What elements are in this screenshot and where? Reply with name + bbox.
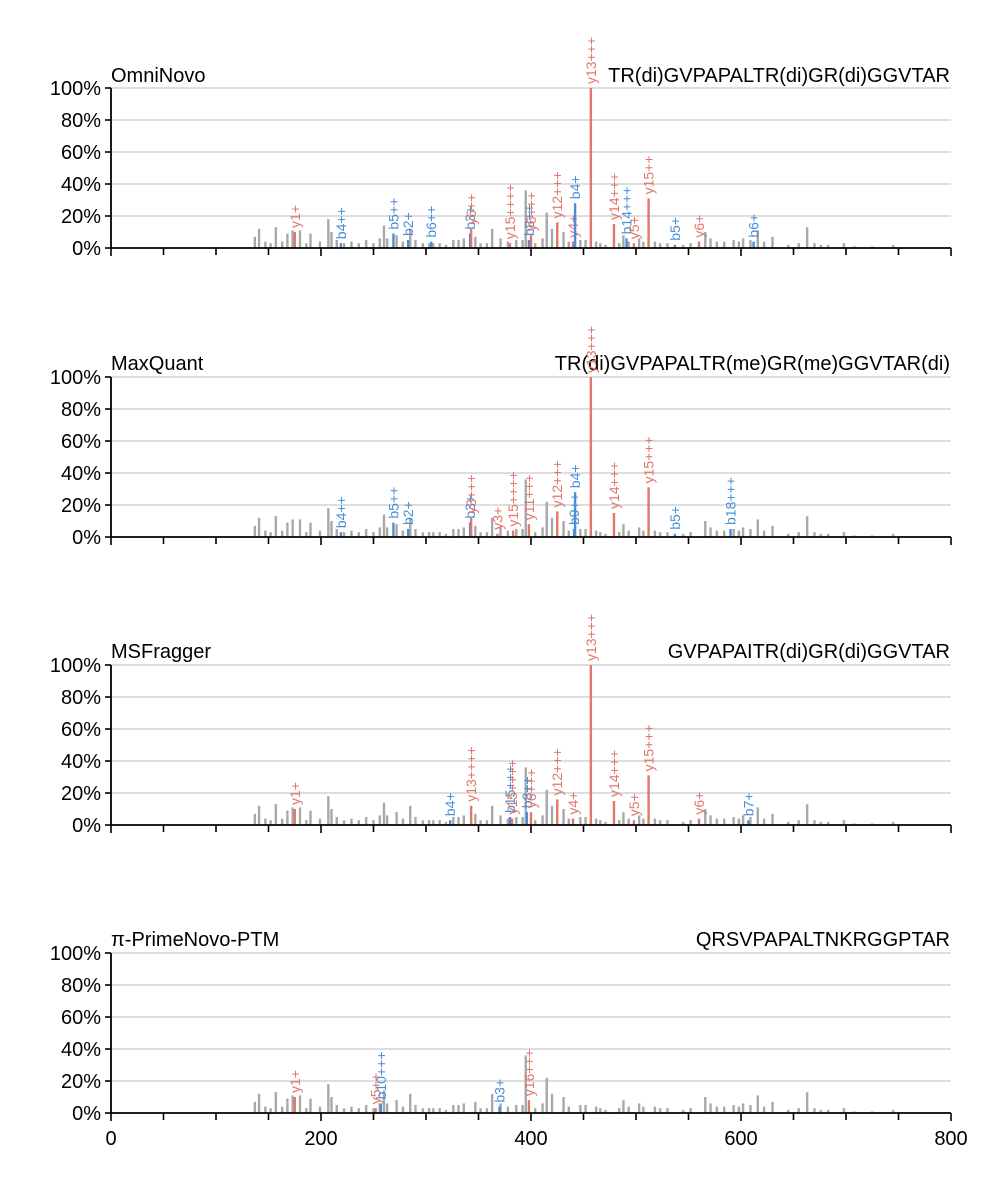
ion-label: b5+ — [667, 506, 683, 530]
panel-peptide-label: TR(di)GVPAPALTR(me)GR(me)GGVTAR(di) — [555, 353, 950, 375]
ion-label: b18+++ — [723, 477, 739, 525]
ion-label: b6+ — [746, 214, 762, 238]
y-tick-label: 60% — [61, 142, 101, 164]
ion-label: y11+++ — [521, 474, 537, 520]
ion-label: y15++++ — [502, 184, 518, 239]
ion-label: y13+++ — [583, 37, 599, 84]
ion-label: b8++ — [519, 776, 535, 808]
x-tick-label: 200 — [304, 1128, 337, 1150]
ion-label: y16+++ — [521, 1049, 537, 1096]
ion-label: b5++ — [385, 487, 401, 519]
ion-label: b4+ — [567, 464, 583, 488]
ion-label: b3+ — [492, 1079, 508, 1103]
ion-label: y5++ — [368, 1073, 384, 1104]
y-tick-label: 20% — [61, 495, 101, 517]
panel-peptide-label: TR(di)GVPAPALTR(di)GR(di)GGVTAR — [608, 65, 950, 87]
y-tick-label: 60% — [61, 431, 101, 453]
ion-label: y1+ — [287, 1070, 303, 1093]
y-tick-label: 20% — [61, 783, 101, 805]
panel-msfragger: MSFragger GVPAPAITR(di)GR(di)GGVTAR 0% 20… — [50, 614, 952, 837]
ion-label: y3+ — [489, 507, 505, 530]
ion-label: y15+++ — [641, 436, 657, 483]
panel-omninovo: OmniNovo TR(di)GVPAPALTR(di)GR(di)GGVTAR… — [50, 37, 952, 260]
ion-label: b6++ — [423, 206, 439, 238]
ion-label: y15++ — [641, 155, 657, 194]
ion-label: b15+++ — [502, 765, 518, 813]
y-tick-label: 100% — [50, 78, 101, 100]
ion-label: y15++++ — [505, 471, 521, 526]
ion-label: b3+ — [462, 495, 478, 519]
ion-label: b10+++ — [373, 1052, 389, 1100]
y-tick-label: 80% — [61, 687, 101, 709]
ion-label: y4+ — [565, 215, 581, 238]
ion-label: b14+++ — [619, 187, 635, 235]
panel-method-label: π-PrimeNovo-PTM — [111, 929, 279, 951]
y-tick-label: 100% — [50, 655, 101, 677]
y-tick-label: 0% — [72, 238, 101, 260]
x-tick-label: 800 — [934, 1128, 967, 1150]
ion-label: b3+ — [462, 206, 478, 230]
y-tick-label: 40% — [61, 174, 101, 196]
ion-label: y12+++ — [549, 748, 565, 795]
ion-label: y15++++ — [504, 759, 520, 814]
y-tick-label: 0% — [72, 815, 101, 837]
y-tick-label: 80% — [61, 975, 101, 997]
ion-label: y15+++ — [641, 724, 657, 771]
ion-label: y12+++ — [549, 460, 565, 507]
ion-label: y4+ — [565, 792, 581, 815]
y-tick-label: 60% — [61, 719, 101, 741]
ion-label: b4+ — [442, 792, 458, 816]
ion-label: b2+ — [400, 212, 416, 236]
y-tick-label: 0% — [72, 527, 101, 549]
ion-label: y13+++ — [583, 326, 599, 373]
ion-label: y12+++ — [549, 171, 565, 218]
ion-label: b7+ — [740, 792, 756, 816]
ion-label: y3+++ — [463, 474, 479, 513]
panel-peptide-label: GVPAPAITR(di)GR(di)GGVTAR — [668, 641, 950, 663]
ion-label: y14+++ — [606, 173, 622, 220]
y-tick-label: 80% — [61, 110, 101, 132]
panel-maxquant: MaxQuant TR(di)GVPAPALTR(me)GR(me)GGVTAR… — [50, 326, 952, 549]
y-tick-label: 20% — [61, 1071, 101, 1093]
y-tick-label: 80% — [61, 399, 101, 421]
x-tick-label: 600 — [724, 1128, 757, 1150]
ion-label: y5+ — [626, 216, 642, 239]
y-tick-label: 0% — [72, 1103, 101, 1125]
ion-label: y13+++ — [583, 614, 599, 661]
panel-peptide-label: QRSVPAPALTNKRGGPTAR — [696, 929, 950, 951]
y-tick-label: 40% — [61, 1039, 101, 1061]
y-tick-label: 60% — [61, 1007, 101, 1029]
ion-label: y14+++ — [606, 750, 622, 797]
panel-method-label: OmniNovo — [111, 65, 205, 87]
y-tick-label: 40% — [61, 751, 101, 773]
ion-label: b4+ — [567, 175, 583, 199]
y-tick-label: 100% — [50, 367, 101, 389]
ion-label: y14+++ — [606, 462, 622, 509]
panel-primenovo: π-PrimeNovo-PTM QRSVPAPALTNKRGGPTAR 0% 20… — [50, 929, 968, 1150]
ion-label: b8++ — [521, 204, 537, 236]
ion-label: b2+ — [400, 501, 416, 525]
ion-label: y13++++ — [463, 747, 479, 802]
ion-label: b5++ — [385, 198, 401, 230]
ion-label: y6+ — [691, 215, 707, 238]
panel-method-label: MSFragger — [111, 641, 211, 663]
panel-method-label: MaxQuant — [111, 353, 204, 375]
ion-label: b5+ — [667, 217, 683, 241]
ion-label: b4++ — [333, 207, 349, 239]
ion-label: y6+++ — [523, 192, 539, 231]
ion-label: y6++ — [463, 194, 479, 225]
x-tick-label: 400 — [514, 1128, 547, 1150]
ion-label: b4++ — [333, 496, 349, 528]
x-tick-label: 0 — [105, 1128, 116, 1150]
ion-label: y6+++ — [523, 769, 539, 808]
y-tick-label: 100% — [50, 943, 101, 965]
y-tick-label: 40% — [61, 463, 101, 485]
y-tick-label: 20% — [61, 206, 101, 228]
ion-label: y1+ — [287, 205, 303, 228]
ion-label: y1+ — [287, 782, 303, 805]
ion-label: y6+ — [691, 792, 707, 815]
ion-label: y5+ — [626, 793, 642, 816]
